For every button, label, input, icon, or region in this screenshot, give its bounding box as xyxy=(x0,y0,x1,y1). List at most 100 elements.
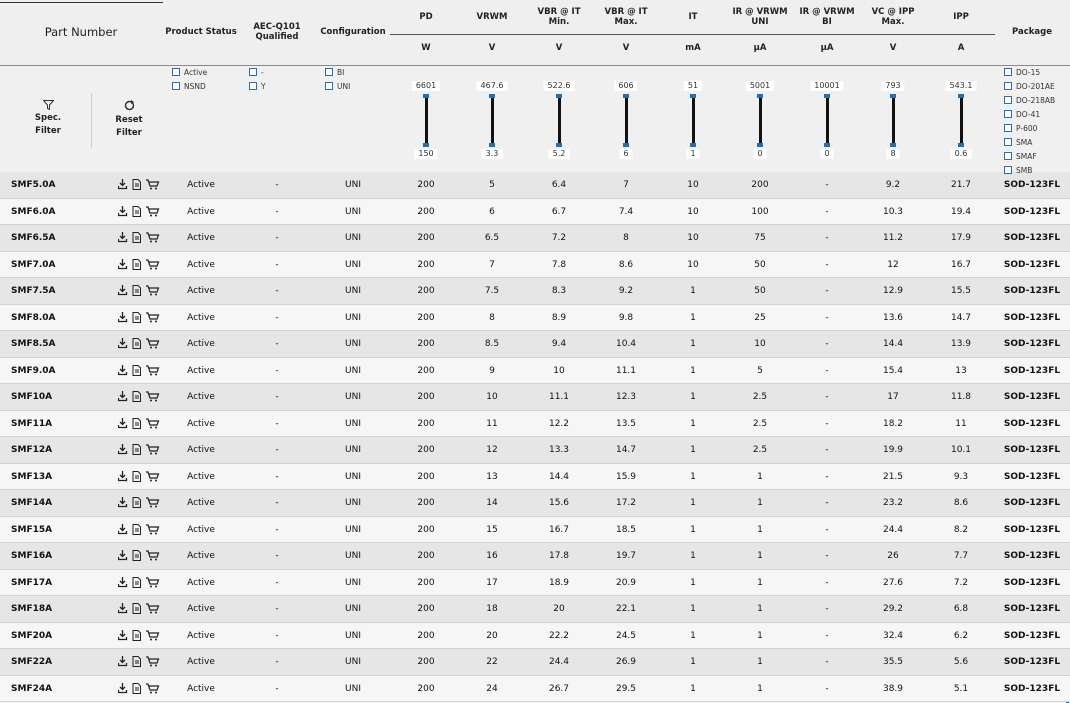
part-number[interactable]: SMF15A xyxy=(11,524,53,535)
reset-filter-label[interactable]: Filter xyxy=(116,128,142,138)
spec-filter-label[interactable]: Filter xyxy=(35,126,61,136)
filter-checkbox[interactable]: NSND xyxy=(172,82,206,92)
slider-handle[interactable] xyxy=(489,94,495,98)
row-actions[interactable] xyxy=(118,258,162,270)
slider-handle[interactable] xyxy=(824,143,830,147)
slider-handle[interactable] xyxy=(556,143,562,147)
slider-handle[interactable] xyxy=(690,143,696,147)
reset-filter-label[interactable]: Reset xyxy=(115,115,143,125)
slider-handle[interactable] xyxy=(423,143,429,147)
row-actions[interactable] xyxy=(118,470,162,482)
part-number[interactable]: SMF13A xyxy=(11,471,53,482)
part-number[interactable]: SMF7.0A xyxy=(11,259,56,270)
table-cell: 26 xyxy=(887,551,899,562)
table-cell: - xyxy=(275,551,279,562)
slider-handle[interactable] xyxy=(824,94,830,98)
row-actions[interactable] xyxy=(118,523,162,535)
table-cell: SOD-123FL xyxy=(1003,259,1061,270)
part-number[interactable]: SMF9.0A xyxy=(11,365,56,376)
checkbox-label: DO-41 xyxy=(1016,110,1041,119)
row-actions[interactable] xyxy=(118,285,162,297)
part-number[interactable]: SMF20A xyxy=(11,630,53,641)
part-number[interactable]: SMF8.5A xyxy=(11,339,56,350)
table-cell: 10 xyxy=(687,180,699,191)
row-actions[interactable] xyxy=(118,364,162,376)
part-number[interactable]: SMF7.5A xyxy=(11,286,56,297)
slider-handle[interactable] xyxy=(958,143,964,147)
filter-checkbox[interactable]: SMAF xyxy=(1004,152,1037,162)
filter-checkbox[interactable]: SMA xyxy=(1004,138,1032,148)
row-actions[interactable] xyxy=(118,497,162,509)
slider-handle[interactable] xyxy=(623,94,629,98)
part-number[interactable]: SMF5.0A xyxy=(11,180,56,191)
slider-handle[interactable] xyxy=(757,143,763,147)
column-header: Min. xyxy=(548,17,570,27)
slider-handle[interactable] xyxy=(958,94,964,98)
slider-min: 0 xyxy=(753,149,767,159)
filter-checkbox[interactable]: DO-41 xyxy=(1004,110,1040,120)
part-number[interactable]: SMF24A xyxy=(11,683,53,694)
row-actions[interactable] xyxy=(118,444,162,456)
part-number[interactable]: SMF8.0A xyxy=(11,312,56,323)
row-actions[interactable] xyxy=(118,576,162,588)
funnel-icon[interactable] xyxy=(43,100,54,110)
row-actions[interactable] xyxy=(118,656,162,668)
table-cell: Active xyxy=(187,551,215,562)
row-actions[interactable] xyxy=(118,603,162,615)
row-actions[interactable] xyxy=(118,205,162,217)
part-number[interactable]: SMF16A xyxy=(11,551,53,562)
part-number[interactable]: SMF14A xyxy=(11,498,53,509)
table-cell: SOD-123FL xyxy=(1003,418,1061,429)
slider-handle[interactable] xyxy=(890,94,896,98)
row-actions[interactable] xyxy=(118,417,162,429)
slider-handle[interactable] xyxy=(489,143,495,147)
filter-checkbox[interactable]: UNI xyxy=(325,82,350,92)
filter-checkbox[interactable]: DO-15 xyxy=(1004,68,1040,78)
row-actions[interactable] xyxy=(118,682,162,694)
filter-checkbox[interactable]: Active xyxy=(172,68,207,78)
table-cell: 6.2 xyxy=(953,630,969,641)
part-number[interactable]: SMF6.0A xyxy=(11,206,56,217)
part-number[interactable]: SMF22A xyxy=(11,657,53,668)
slider-handle[interactable] xyxy=(556,94,562,98)
table-row xyxy=(0,304,1070,331)
part-number[interactable]: SMF6.5A xyxy=(11,233,56,244)
filter-checkbox[interactable]: BI xyxy=(325,68,344,78)
table-cell: - xyxy=(275,524,279,535)
row-actions[interactable] xyxy=(118,338,162,350)
table-cell: - xyxy=(275,498,279,509)
part-number[interactable]: SMF12A xyxy=(11,445,53,456)
part-number[interactable]: SMF11A xyxy=(11,418,53,429)
row-actions[interactable] xyxy=(118,629,162,641)
filter-checkbox[interactable]: Y xyxy=(249,82,266,92)
slider-track xyxy=(691,96,695,146)
column-unit: V xyxy=(555,43,563,53)
filter-checkbox[interactable]: SMB xyxy=(1004,166,1032,176)
slider-handle[interactable] xyxy=(690,94,696,98)
part-number[interactable]: SMF17A xyxy=(11,577,53,588)
reset-icon[interactable] xyxy=(124,100,135,111)
slider-handle[interactable] xyxy=(757,94,763,98)
row-actions[interactable] xyxy=(118,391,162,403)
table-cell: Active xyxy=(187,286,215,297)
part-number[interactable]: SMF18A xyxy=(11,604,53,615)
slider-handle[interactable] xyxy=(423,94,429,98)
row-actions[interactable] xyxy=(118,311,162,323)
table-cell: 2.5 xyxy=(752,445,768,456)
table-cell: UNI xyxy=(345,392,361,403)
filter-checkbox[interactable]: DO-218AB xyxy=(1004,96,1055,106)
slider-handle[interactable] xyxy=(890,143,896,147)
row-actions[interactable] xyxy=(118,179,162,191)
part-number[interactable]: SMF10A xyxy=(11,392,53,403)
row-actions[interactable] xyxy=(118,232,162,244)
spec-filter-label[interactable]: Spec. xyxy=(34,113,62,123)
filter-checkbox[interactable]: P-600 xyxy=(1004,124,1037,134)
table-cell: 26.9 xyxy=(615,657,637,668)
checkbox-label: NSND xyxy=(184,82,206,91)
filter-checkbox[interactable]: DO-201AE xyxy=(1004,82,1055,92)
slider-handle[interactable] xyxy=(623,143,629,147)
row-actions[interactable] xyxy=(118,550,162,562)
filter-checkbox[interactable]: - xyxy=(249,68,264,78)
table-cell: - xyxy=(825,339,829,350)
